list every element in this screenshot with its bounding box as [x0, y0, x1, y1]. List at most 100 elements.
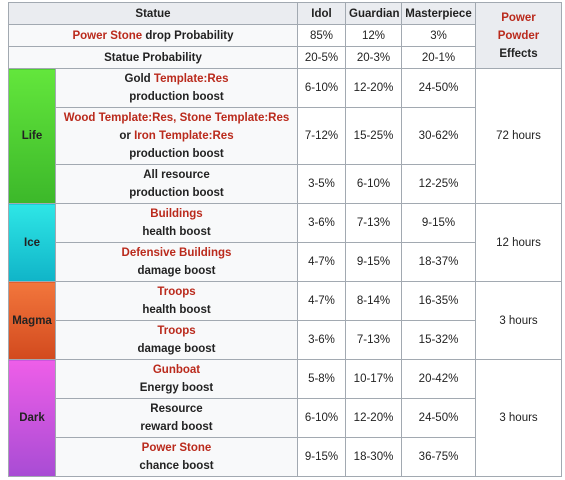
statue-effect: damage boost [137, 265, 216, 277]
statue-link[interactable]: Wood Template:Res, Stone Template:Res [63, 112, 290, 124]
statue-effect: health boost [142, 304, 211, 316]
header-guardian: Guardian [345, 2, 402, 25]
guardian-value: 9-15% [345, 242, 402, 282]
masterpiece-value: 16-35% [401, 281, 476, 321]
table-row: Defensive Buildings damage boost 4-7% 9-… [9, 242, 562, 282]
statue-name-cell: Gunboat Energy boost [55, 359, 298, 399]
idol-value: 3-5% [297, 164, 346, 204]
statue-link[interactable]: Power Stone [141, 442, 212, 454]
guardian-value: 6-10% [345, 164, 402, 204]
masterpiece-value: 12-25% [401, 164, 476, 204]
ice-duration: 12 hours [475, 203, 562, 282]
statue-text: All resource [143, 169, 210, 181]
table-row: All resource production boost 3-5% 6-10%… [9, 164, 562, 204]
statue-name-cell: All resource production boost [55, 164, 298, 204]
drop-probability-label: Power Stone drop Probability [8, 24, 298, 47]
masterpiece-value: 24-50% [401, 398, 476, 438]
guardian-value: 12-20% [345, 398, 402, 438]
idol-value: 3-6% [297, 320, 346, 360]
masterpiece-value: 36-75% [401, 437, 476, 477]
masterpiece-value: 24-50% [401, 68, 476, 108]
guardian-value: 12-20% [345, 68, 402, 108]
drop-probability-text: drop Probability [142, 29, 234, 42]
group-dark: Dark [8, 359, 56, 477]
idol-value: 6-10% [297, 398, 346, 438]
group-ice: Ice [8, 203, 56, 282]
drop-idol: 85% [297, 24, 346, 47]
statue-link[interactable]: Gunboat [152, 364, 201, 376]
idol-value: 5-8% [297, 359, 346, 399]
statue-name-cell: Gold Template:Res production boost [55, 68, 298, 108]
statue-effect: chance boost [139, 460, 214, 472]
masterpiece-value: 30-62% [401, 107, 476, 165]
drop-guardian: 12% [345, 24, 402, 47]
table-row: Life Gold Template:Res production boost … [8, 68, 562, 204]
statue-effect: Energy boost [139, 382, 214, 394]
statue-name-cell: Troops damage boost [55, 320, 298, 360]
statue-name-cell: Troops health boost [55, 281, 298, 321]
group-life: Life [8, 68, 56, 204]
statue-link[interactable]: Troops [157, 325, 196, 337]
prob-idol: 20-5% [297, 46, 346, 69]
header-masterpiece: Masterpiece [401, 2, 476, 25]
statue-text: Gold [124, 73, 154, 85]
header-row: Statue Idol Guardian Masterpiece Power P… [8, 2, 562, 69]
statue-link[interactable]: Defensive Buildings [121, 247, 232, 259]
statue-effect: health boost [142, 226, 211, 238]
statue-text: Resource [150, 403, 203, 415]
statue-effect: reward boost [140, 421, 213, 433]
header-idol: Idol [297, 2, 346, 25]
statue-effect: production boost [129, 148, 224, 160]
statue-effect: damage boost [137, 343, 216, 355]
dark-duration: 3 hours [475, 359, 562, 477]
drop-masterpiece: 3% [401, 24, 476, 47]
statue-name-cell: Power Stone chance boost [55, 437, 298, 477]
idol-value: 9-15% [297, 437, 346, 477]
guardian-value: 7-13% [345, 203, 402, 243]
statue-name-cell: Defensive Buildings damage boost [55, 242, 298, 282]
table-row: Magma Troops health boost 4-7% 8-14% 16-… [8, 281, 562, 360]
statue-table: Statue Idol Guardian Masterpiece Power P… [8, 2, 562, 477]
statue-text: or [119, 130, 135, 142]
statue-effect: production boost [129, 91, 224, 103]
statue-link[interactable]: Iron Template:Res [134, 130, 234, 142]
prob-guardian: 20-3% [345, 46, 402, 69]
idol-value: 6-10% [297, 68, 346, 108]
statue-link[interactable]: Buildings [150, 208, 203, 220]
statue-link[interactable]: Troops [157, 286, 196, 298]
power-powder-link[interactable]: Power Powder [497, 11, 540, 42]
guardian-value: 7-13% [345, 320, 402, 360]
table-row: Ice Buildings health boost 3-6% 7-13% 9-… [8, 203, 562, 282]
guardian-value: 18-30% [345, 437, 402, 477]
table-row: Dark Gunboat Energy boost 5-8% 10-17% 20… [8, 359, 562, 477]
drop-probability-row: Power Stone drop Probability 85% 12% 3% [8, 24, 562, 47]
idol-value: 3-6% [297, 203, 346, 243]
idol-value: 4-7% [297, 281, 346, 321]
statue-probability-label: Statue Probability [8, 46, 298, 69]
table-row: Resource reward boost 6-10% 12-20% 24-50… [9, 398, 562, 438]
statue-link[interactable]: Template:Res [153, 73, 229, 85]
prob-masterpiece: 20-1% [401, 46, 476, 69]
masterpiece-value: 15-32% [401, 320, 476, 360]
header-statue: Statue [8, 2, 298, 25]
statue-name-cell: Wood Template:Res, Stone Template:Res or… [55, 107, 298, 165]
guardian-value: 10-17% [345, 359, 402, 399]
guardian-value: 15-25% [345, 107, 402, 165]
masterpiece-value: 20-42% [401, 359, 476, 399]
idol-value: 4-7% [297, 242, 346, 282]
header-effects: Power Powder Effects [475, 2, 562, 69]
effects-label: Effects [499, 47, 538, 60]
table-row: Troops damage boost 3-6% 7-13% 15-32% [9, 320, 562, 360]
statue-name-cell: Buildings health boost [55, 203, 298, 243]
life-duration: 72 hours [475, 68, 562, 204]
guardian-value: 8-14% [345, 281, 402, 321]
statue-effect: production boost [129, 187, 224, 199]
statue-name-cell: Resource reward boost [55, 398, 298, 438]
table-row: Power Stone chance boost 9-15% 18-30% 36… [9, 437, 562, 477]
group-magma: Magma [8, 281, 56, 360]
masterpiece-value: 18-37% [401, 242, 476, 282]
power-stone-link[interactable]: Power Stone [72, 29, 143, 42]
statue-probability-row: Statue Probability 20-5% 20-3% 20-1% [8, 46, 562, 69]
magma-duration: 3 hours [475, 281, 562, 360]
